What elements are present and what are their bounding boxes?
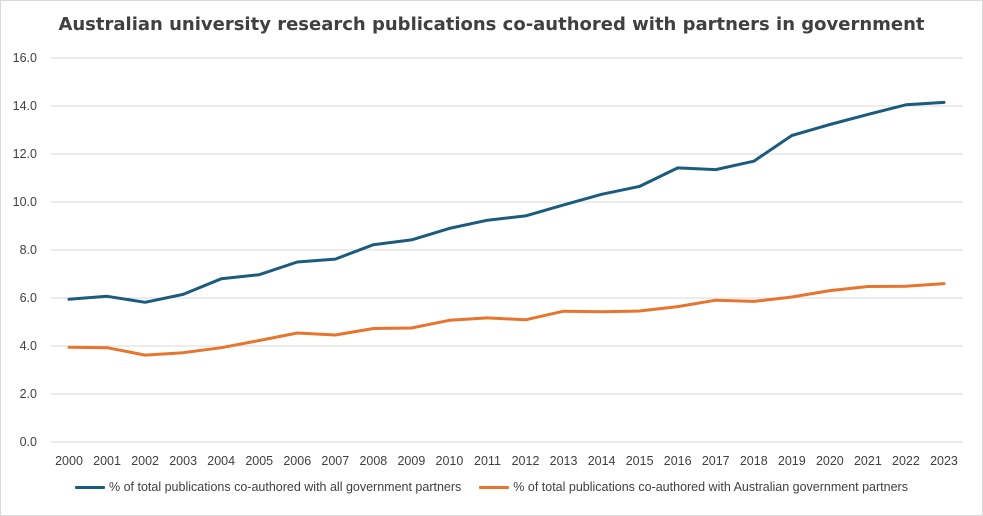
series-line-1 (67, 282, 946, 357)
x-tick-label: 2006 (283, 454, 311, 468)
series-line-0 (67, 100, 946, 304)
legend-label-australian-government: % of total publications co-authored with… (513, 480, 908, 494)
x-tick-label: 2012 (512, 454, 540, 468)
x-tick-label: 2003 (169, 454, 197, 468)
y-tick-label: 10.0 (13, 195, 37, 209)
y-tick-label: 6.0 (20, 291, 37, 305)
legend-swatch-all-government (75, 485, 106, 489)
x-tick-label: 2007 (321, 454, 349, 468)
y-tick-label: 14.0 (13, 99, 37, 113)
chart-title: Australian university research publicati… (58, 14, 925, 35)
x-tick-label: 2009 (397, 454, 425, 468)
y-tick-label: 16.0 (13, 51, 37, 65)
x-tick-label: 2020 (816, 454, 844, 468)
y-tick-label: 0.0 (20, 435, 37, 449)
x-tick-label: 2002 (131, 454, 159, 468)
x-tick-label: 2019 (778, 454, 806, 468)
x-tick-label: 2010 (436, 454, 464, 468)
x-tick-label: 2021 (854, 454, 882, 468)
x-tick-label: 2022 (892, 454, 920, 468)
x-tick-label: 2011 (474, 454, 501, 468)
x-tick-label: 2017 (702, 454, 730, 468)
legend-label-all-government: % of total publications co-authored with… (109, 480, 462, 494)
series-lines (67, 100, 946, 357)
y-tick-label: 2.0 (20, 387, 37, 401)
gridlines (50, 57, 963, 443)
y-tick-label: 12.0 (13, 147, 37, 161)
x-tick-label: 2015 (626, 454, 654, 468)
y-tick-label: 4.0 (20, 339, 37, 353)
legend: % of total publications co-authored with… (0, 480, 983, 494)
legend-item-australian-government: % of total publications co-authored with… (479, 480, 908, 494)
x-tick-label: 2014 (588, 454, 616, 468)
legend-item-all-government: % of total publications co-authored with… (75, 480, 461, 494)
y-tick-label: 8.0 (20, 243, 37, 257)
x-tick-label: 2013 (550, 454, 578, 468)
x-axis-ticks: 2000 2001 2002 2003 2004 2005 2006 2007 2008 2009… (55, 454, 958, 468)
x-tick-label: 2005 (245, 454, 273, 468)
x-tick-label: 2000 (55, 454, 83, 468)
legend-swatch-australian-government (479, 485, 510, 489)
x-tick-label: 2008 (359, 454, 387, 468)
y-axis-ticks: 0.0 2.0 4.0 6.0 8.0 10.0 12.0 14.0 16.0 (13, 51, 37, 449)
x-tick-label: 2001 (93, 454, 121, 468)
x-tick-label: 2004 (207, 454, 235, 468)
x-tick-label: 2018 (740, 454, 768, 468)
x-tick-label: 2016 (664, 454, 692, 468)
x-tick-label: 2023 (930, 454, 958, 468)
